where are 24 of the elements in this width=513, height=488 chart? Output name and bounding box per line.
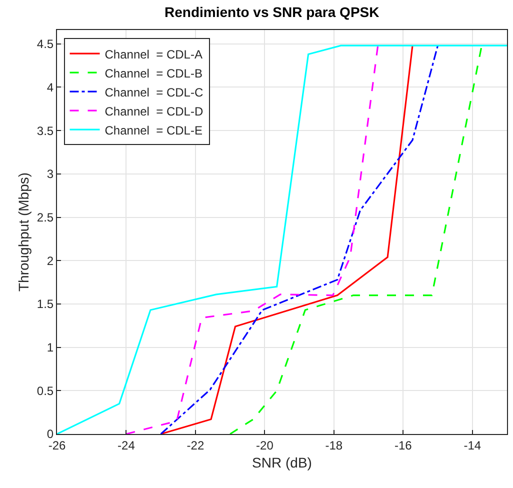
x-tick-label: -24: [118, 438, 136, 452]
x-tick-label: -20: [256, 438, 274, 452]
y-axis-title: Throughput (Mbps): [16, 172, 32, 292]
y-tick-label: 1: [46, 340, 54, 354]
x-tick-label: -14: [464, 438, 482, 452]
legend-label: Channel = CDL-A: [104, 47, 202, 62]
x-tick-label: -18: [325, 438, 343, 452]
y-tick-label: 4: [46, 80, 54, 94]
legend-label: Channel = CDL-D: [104, 104, 204, 118]
y-tick-label: 3.5: [36, 124, 54, 138]
legend-label: Channel = CDL-C: [104, 85, 204, 100]
y-tick-label: 2.5: [36, 210, 54, 224]
x-tick-label: -22: [186, 438, 204, 452]
legend-label: Channel = CDL-B: [104, 66, 202, 80]
y-tick-label: 0.5: [36, 384, 54, 398]
y-tick-label: 3: [46, 167, 54, 182]
x-tick-label: -16: [394, 438, 412, 452]
x-axis-title: SNR (dB): [252, 454, 312, 471]
legend-label: Channel = CDL-E: [104, 123, 202, 138]
y-tick-label: 1.5: [36, 297, 54, 312]
y-tick-label: 4.5: [36, 37, 54, 52]
y-tick-label: 2: [46, 254, 54, 268]
chart-title: Rendimiento vs SNR para QPSK: [164, 4, 380, 20]
line-series: [57, 44, 507, 434]
